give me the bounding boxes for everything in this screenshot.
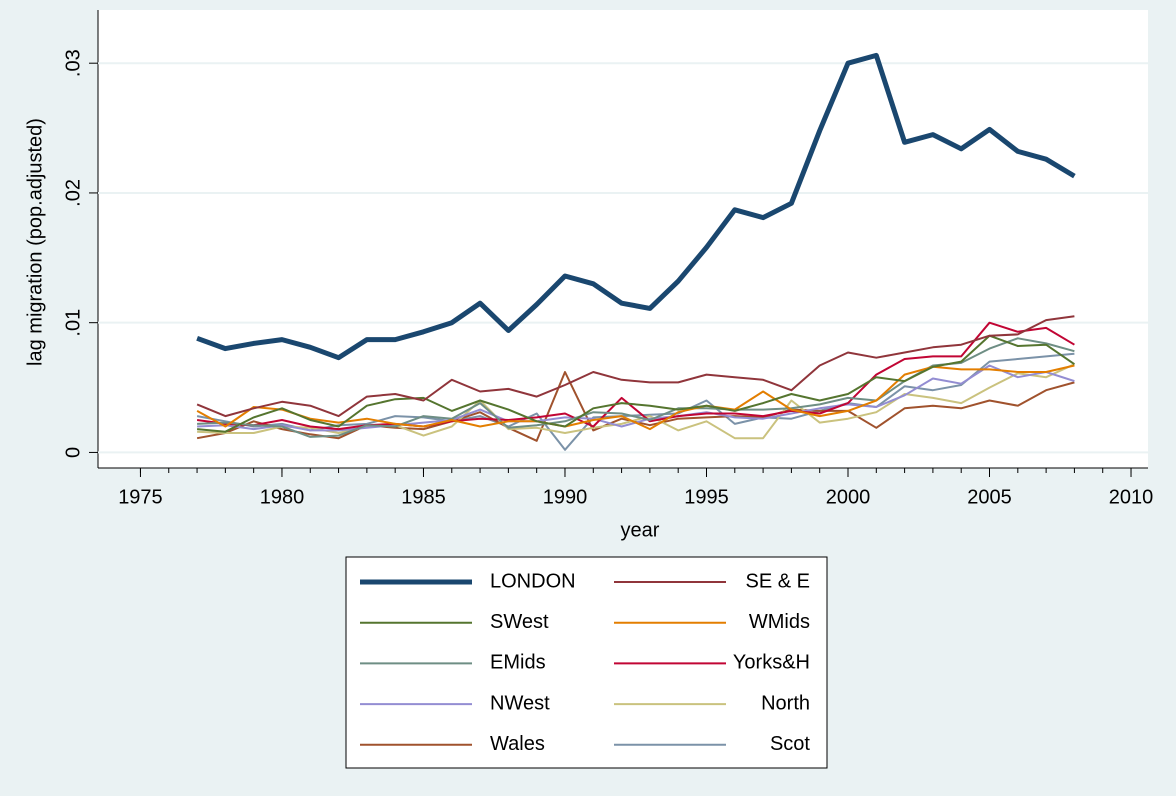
y-tick-label: 0 [62, 447, 84, 458]
series-line [196, 321, 1075, 431]
x-tick-label: 2010 [1109, 486, 1154, 508]
series-line [196, 352, 1075, 451]
x-axis-label: year [621, 519, 660, 541]
y-tick-label: .01 [62, 309, 84, 337]
legend-label: SE & E [746, 570, 810, 592]
series-line [196, 52, 1076, 361]
x-tick-label: 2000 [826, 486, 871, 508]
series-line [197, 334, 1075, 433]
y-tick-label: .03 [62, 49, 84, 77]
plot-area [98, 10, 1148, 468]
x-tick-label: 2005 [967, 486, 1012, 508]
x-tick-label: 1985 [401, 486, 446, 508]
series-line [197, 363, 1075, 440]
y-axis-label: lag migration (pop.adjusted) [24, 118, 46, 366]
legend-label: Scot [770, 733, 810, 755]
legend-label: WMids [749, 611, 810, 633]
x-tick-label: 1995 [684, 486, 729, 508]
x-tick-label: 1990 [543, 486, 588, 508]
legend-label: Wales [490, 733, 545, 755]
y-tick-label: .02 [62, 179, 84, 207]
legend-label: LONDON [490, 570, 576, 592]
legend-label: Yorks&H [733, 652, 810, 674]
series-line [196, 315, 1075, 418]
legend-label: SWest [490, 611, 549, 633]
x-tick-label: 1980 [260, 486, 305, 508]
legend-label: NWest [490, 692, 550, 714]
legend-label: North [761, 692, 810, 714]
x-tick-label: 1975 [118, 486, 163, 508]
legend-label: EMids [490, 652, 546, 674]
